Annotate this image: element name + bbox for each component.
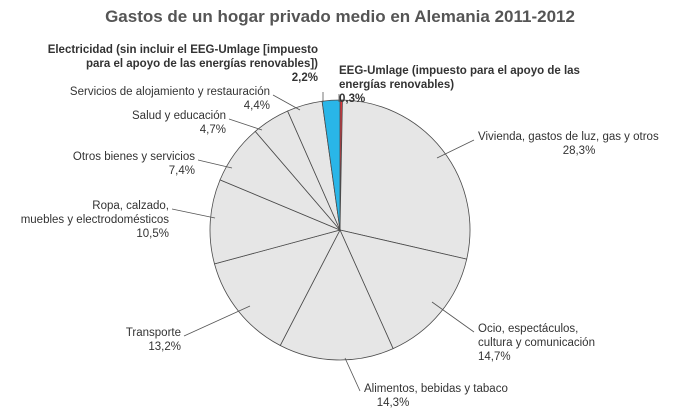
slice-label: Ropa, calzado, xyxy=(92,200,169,212)
leader-line xyxy=(171,208,216,219)
pie-slice-vivienda xyxy=(339,99,471,260)
slice-label: Ocio, espectáculos, xyxy=(478,323,578,335)
leader-line xyxy=(431,301,475,333)
pie-slice-ropa xyxy=(209,179,342,265)
slice-value-label: 4,7% xyxy=(200,124,226,136)
leader-line xyxy=(197,159,233,169)
slice-value-label: 14,3% xyxy=(377,397,410,409)
leader-lines xyxy=(171,92,475,392)
pie-slice-alimentos xyxy=(279,229,394,361)
leader-line xyxy=(436,139,475,159)
slice-value-label: 14,7% xyxy=(478,351,511,363)
slice-label: Servicios de alojamiento y restauración xyxy=(70,86,270,98)
leader-line xyxy=(183,305,251,337)
slice-label: Transporte xyxy=(126,327,181,339)
slice-label: Otros bienes y servicios xyxy=(73,151,195,163)
pie-slice-ocio xyxy=(339,229,468,350)
slice-value-label: 28,3% xyxy=(563,145,596,157)
slice-label: Alimentos, bebidas y tabaco xyxy=(364,383,508,395)
slice-value-label: 10,5% xyxy=(136,228,169,240)
pie-slice-electricidad xyxy=(321,99,341,231)
slice-value-label: 2,2% xyxy=(292,72,318,84)
slice-label: energías renovables) xyxy=(339,79,454,91)
pie-slice-transporte xyxy=(214,229,341,346)
pie-slices xyxy=(209,99,471,361)
leader-line xyxy=(228,118,263,131)
slice-label: EEG-Umlage (impuesto para el apoyo de la… xyxy=(339,65,580,77)
leader-line xyxy=(272,94,301,111)
slice-label: Salud y educación xyxy=(132,110,226,122)
slice-value-label: 7,4% xyxy=(169,165,195,177)
slice-labels: EEG-Umlage (impuesto para el apoyo de la… xyxy=(21,44,659,409)
slice-label: Vivienda, gastos de luz, gas y otros xyxy=(478,131,659,143)
slice-value-label: 13,2% xyxy=(148,341,181,353)
leader-line xyxy=(344,357,361,392)
slice-label: para el apoyo de las energías renovables… xyxy=(86,58,318,70)
slice-value-label: 0,3% xyxy=(339,93,365,105)
slice-label: cultura y comunicación xyxy=(478,337,595,349)
slice-label: muebles y electrodomésticos xyxy=(21,214,170,226)
slice-value-label: 4,4% xyxy=(244,100,270,112)
slice-label: Electricidad (sin incluir el EEG-Umlage … xyxy=(48,44,318,56)
chart-title: Gastos de un hogar privado medio en Alem… xyxy=(105,7,575,26)
